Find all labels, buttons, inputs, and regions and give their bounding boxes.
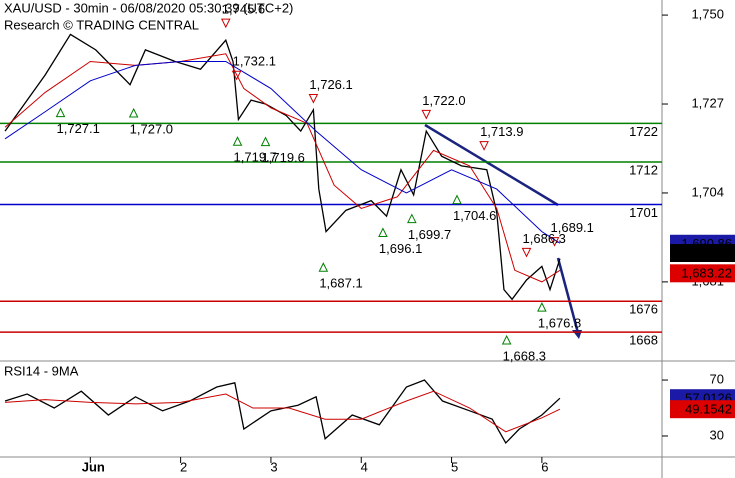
pivot-marker bbox=[452, 194, 462, 205]
pivot-label: 1,686.3 bbox=[523, 231, 566, 246]
price-tag bbox=[670, 264, 735, 283]
pivot-marker bbox=[549, 237, 560, 247]
projection-line bbox=[556, 257, 580, 334]
price-line bbox=[4, 53, 561, 283]
pivot-label: 1,713.9 bbox=[480, 124, 523, 139]
y-tick-label: 1,704 bbox=[691, 184, 724, 199]
chart-title: XAU/USD - 30min - 06/08/2020 05:30:39 (U… bbox=[4, 0, 293, 15]
pivot-marker bbox=[260, 136, 271, 147]
price-line bbox=[4, 33, 561, 301]
level-label: 1712 bbox=[629, 162, 658, 177]
pivot-marker bbox=[128, 107, 139, 118]
y-tick-label: 1,727 bbox=[691, 95, 724, 110]
price-line bbox=[4, 60, 561, 244]
pivot-marker bbox=[421, 109, 432, 120]
chart-subtitle: Research © TRADING CENTRAL bbox=[4, 17, 199, 32]
x-tick-label: 4 bbox=[361, 459, 368, 474]
pivot-marker bbox=[501, 334, 512, 345]
pivot-marker bbox=[220, 18, 231, 29]
x-tick-label: 3 bbox=[270, 459, 277, 474]
pivot-marker bbox=[55, 107, 66, 118]
x-tick-label: Jun bbox=[82, 459, 105, 474]
pivot-label: 1,689.1 bbox=[551, 220, 594, 235]
price-tag-label: 1,683.22 bbox=[681, 266, 732, 281]
price-line bbox=[5, 390, 561, 433]
pivot-marker bbox=[521, 247, 532, 258]
y-tick-label: 30 bbox=[710, 427, 724, 442]
pivot-marker bbox=[378, 227, 388, 238]
x-tick-label: 2 bbox=[180, 459, 187, 474]
pivot-label: 1,719.6 bbox=[262, 150, 305, 165]
level-label: 1676 bbox=[629, 302, 658, 317]
pivot-label: 1,732.1 bbox=[233, 54, 276, 69]
pivot-label: 1,727.0 bbox=[130, 121, 173, 136]
pivot-label: 1,727.1 bbox=[57, 121, 100, 136]
pivot-label: 1,745.6 bbox=[222, 2, 265, 17]
price-tag bbox=[670, 400, 735, 419]
pivot-label: 1,668.3 bbox=[503, 348, 546, 363]
pivot-label: 1,704.6 bbox=[453, 208, 496, 223]
price-tag-label: 1,688.47 bbox=[681, 245, 732, 260]
y-tick-label: 70 bbox=[710, 371, 724, 386]
price-tag-label: 49.1542 bbox=[685, 402, 732, 417]
rsi-title: RSI14 - 9MA bbox=[4, 363, 79, 378]
pivot-marker bbox=[318, 262, 329, 272]
pivot-label: 1,722.0 bbox=[422, 93, 465, 108]
pivot-marker bbox=[308, 93, 319, 104]
price-tag bbox=[670, 244, 735, 263]
level-label: 1722 bbox=[629, 124, 658, 139]
pivot-marker bbox=[479, 141, 489, 151]
pivot-label: 1,726.1 bbox=[309, 77, 352, 92]
x-tick-label: 6 bbox=[541, 459, 548, 474]
pivot-marker bbox=[407, 213, 417, 224]
pivot-label: 1,676.8 bbox=[538, 316, 581, 331]
trend-line bbox=[424, 123, 559, 207]
pivot-marker bbox=[232, 136, 243, 146]
pivot-marker bbox=[231, 70, 242, 81]
level-label: 1701 bbox=[629, 205, 658, 220]
pivot-label: 1,719.7 bbox=[234, 150, 277, 165]
pivot-label: 1,687.1 bbox=[319, 276, 362, 291]
pivot-label: 1,699.7 bbox=[408, 227, 451, 242]
price-line bbox=[4, 379, 561, 445]
pivot-label: 1,696.1 bbox=[379, 241, 422, 256]
pivot-marker bbox=[537, 302, 547, 312]
x-tick-label: 5 bbox=[451, 459, 458, 474]
level-label: 1668 bbox=[629, 333, 658, 348]
y-tick-label: 1,750 bbox=[691, 7, 724, 22]
